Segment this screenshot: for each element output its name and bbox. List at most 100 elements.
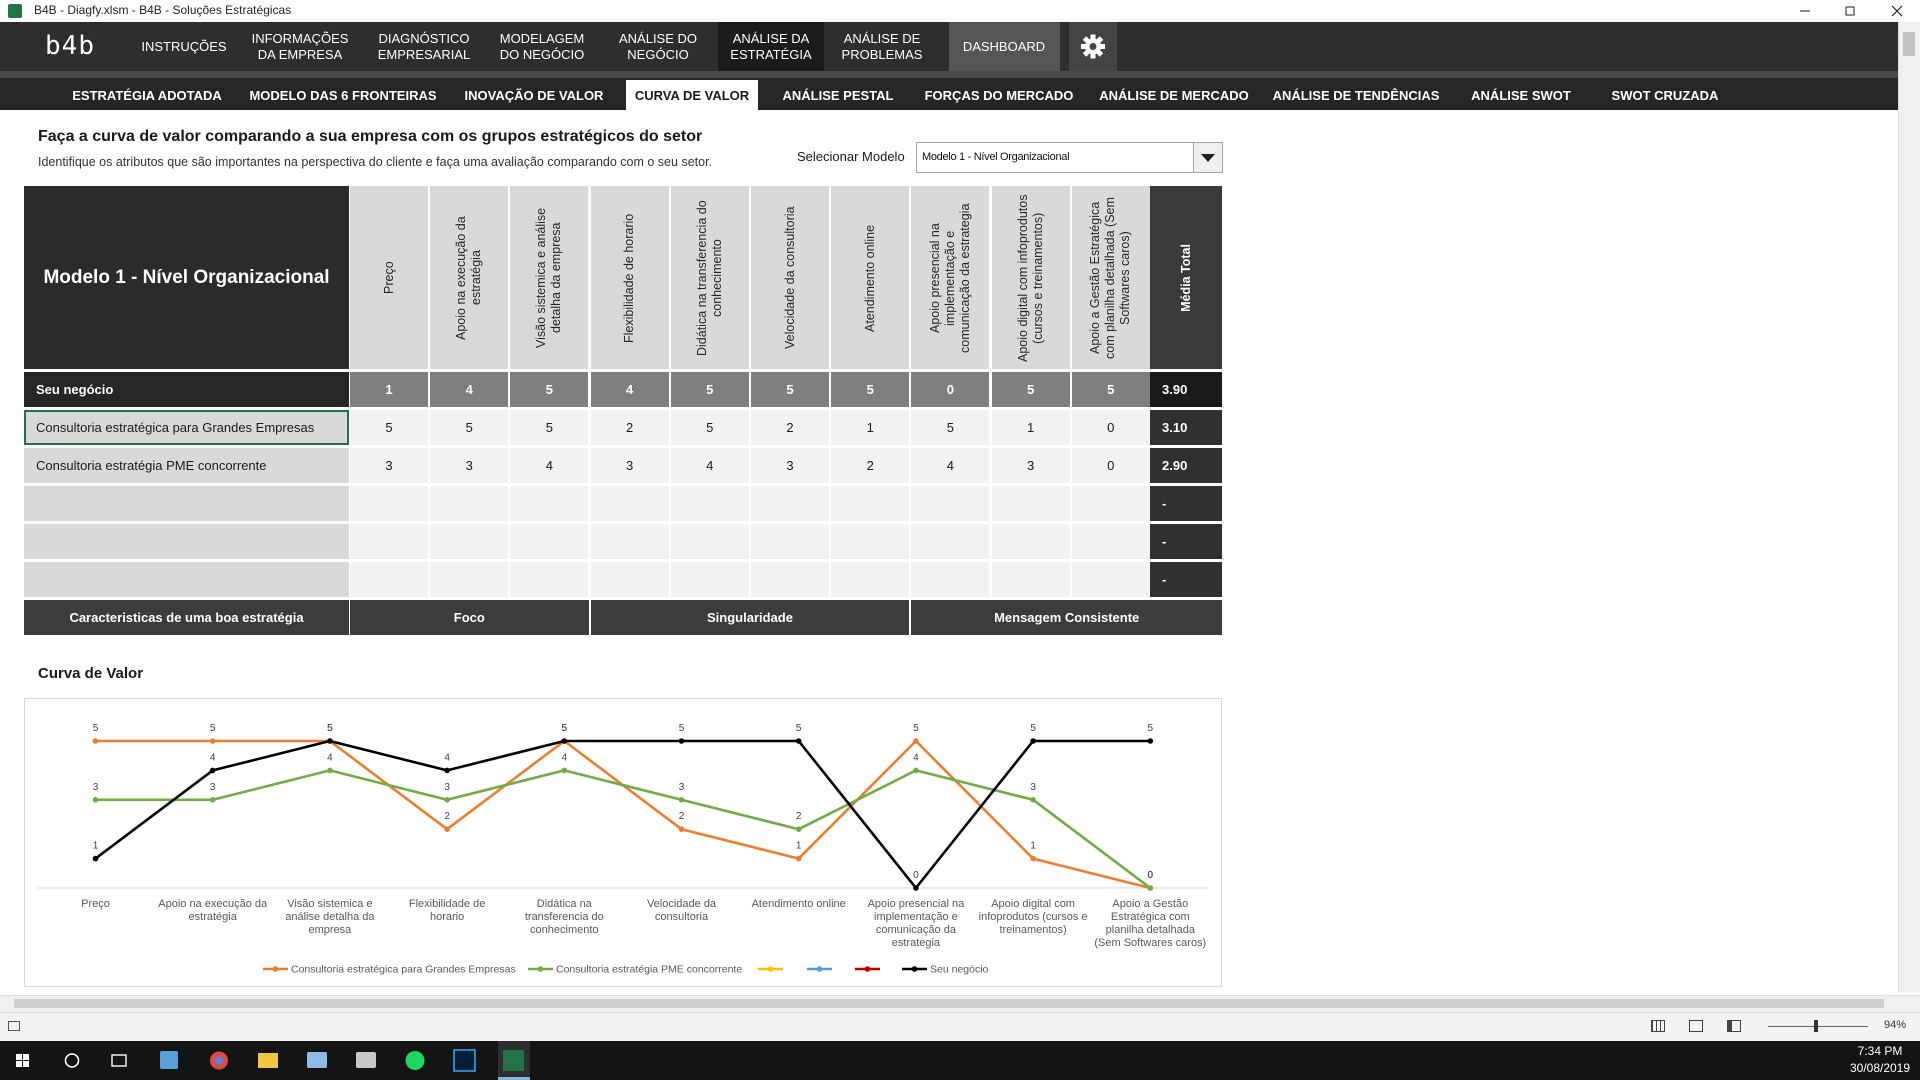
row-label-cell[interactable]: [24, 486, 349, 521]
zoom-slider[interactable]: [1768, 1026, 1868, 1027]
model-dropdown[interactable]: Modelo 1 - Nível Organizacional: [916, 142, 1223, 173]
score-cell[interactable]: [430, 524, 509, 559]
score-cell[interactable]: [831, 524, 910, 559]
nav-item[interactable]: DIAGNÓSTICO EMPRESARIAL: [377, 30, 471, 62]
tab-item[interactable]: SWOT CRUZADA: [1611, 87, 1719, 103]
app-icon[interactable]: [405, 1051, 425, 1070]
score-cell[interactable]: 1: [831, 410, 910, 445]
score-cell[interactable]: [991, 562, 1070, 597]
score-cell[interactable]: [430, 486, 509, 521]
row-label-cell[interactable]: Seu negócio: [24, 372, 349, 407]
score-cell[interactable]: 2: [751, 410, 829, 445]
score-cell[interactable]: 3: [350, 448, 428, 483]
score-cell[interactable]: [670, 524, 749, 559]
tab-item[interactable]: MODELO DAS 6 FRONTEIRAS: [249, 87, 437, 103]
zoom-level[interactable]: 94%: [1884, 1019, 1907, 1031]
tab-item[interactable]: ANÁLISE PESTAL: [782, 87, 894, 103]
score-cell[interactable]: [670, 486, 749, 521]
row-label-cell[interactable]: [24, 562, 349, 597]
tab-item[interactable]: ANÁLISE SWOT: [1471, 87, 1571, 103]
score-cell[interactable]: 4: [590, 372, 669, 407]
window-controls[interactable]: [1780, 0, 1920, 22]
score-cell[interactable]: [510, 562, 589, 597]
score-cell[interactable]: 5: [991, 372, 1070, 407]
score-cell[interactable]: 2: [831, 448, 910, 483]
zoom-thumb[interactable]: [1814, 1020, 1818, 1032]
score-cell[interactable]: 4: [430, 372, 509, 407]
tab-item[interactable]: CURVA DE VALOR: [626, 80, 758, 110]
score-cell[interactable]: [1071, 524, 1150, 559]
nav-item[interactable]: MODELAGEM DO NEGÓCIO: [499, 30, 585, 62]
score-cell[interactable]: 0: [911, 372, 990, 407]
score-cell[interactable]: 5: [670, 410, 749, 445]
score-cell[interactable]: 3: [991, 448, 1070, 483]
nav-item[interactable]: INFORMAÇÕES DA EMPRESA: [251, 30, 349, 62]
app-icon[interactable]: [307, 1052, 327, 1068]
score-cell[interactable]: 0: [1071, 410, 1150, 445]
score-cell[interactable]: 3: [590, 448, 669, 483]
score-cell[interactable]: 5: [350, 410, 428, 445]
app-icon[interactable]: [258, 1053, 278, 1068]
score-cell[interactable]: [350, 524, 428, 559]
gear-button[interactable]: [1069, 22, 1117, 71]
row-label-cell[interactable]: [24, 524, 349, 559]
score-cell[interactable]: 2: [590, 410, 669, 445]
search-button[interactable]: [64, 1053, 80, 1068]
vertical-scrollbar[interactable]: [1898, 22, 1920, 992]
score-cell[interactable]: 4: [911, 448, 990, 483]
start-button[interactable]: [16, 1054, 29, 1067]
score-cell[interactable]: 1: [991, 410, 1070, 445]
tab-item[interactable]: ESTRATÉGIA ADOTADA: [72, 87, 222, 103]
row-label-cell[interactable]: Consultoria estratégica para Grandes Emp…: [24, 410, 349, 445]
score-cell[interactable]: 0: [1071, 448, 1150, 483]
score-cell[interactable]: [831, 562, 910, 597]
score-cell[interactable]: [751, 524, 829, 559]
logo[interactable]: b4b: [45, 31, 95, 61]
nav-item[interactable]: INSTRUÇÕES: [141, 38, 227, 54]
score-cell[interactable]: 5: [911, 410, 990, 445]
score-cell[interactable]: [430, 562, 509, 597]
row-label-cell[interactable]: Consultoria estratégia PME concorrente: [24, 448, 349, 483]
nav-item[interactable]: DASHBOARD: [948, 22, 1060, 71]
close[interactable]: [1891, 5, 1903, 17]
scroll-thumb[interactable]: [1903, 32, 1915, 56]
score-cell[interactable]: [590, 486, 669, 521]
view-normal[interactable]: [1651, 1020, 1665, 1032]
tab-item[interactable]: ANÁLISE DE MERCADO: [1099, 87, 1249, 103]
score-cell[interactable]: [911, 486, 990, 521]
score-cell[interactable]: [590, 524, 669, 559]
tab-item[interactable]: ANÁLISE DE TENDÊNCIAS: [1272, 87, 1440, 103]
dropdown-button[interactable]: [1193, 143, 1222, 172]
score-cell[interactable]: [350, 486, 428, 521]
nav-item[interactable]: ANÁLISE DE PROBLEMAS: [841, 30, 923, 62]
score-cell[interactable]: [991, 486, 1070, 521]
app-icon[interactable]: [503, 1050, 524, 1071]
h-scroll-track[interactable]: [14, 999, 1884, 1008]
score-cell[interactable]: 5: [1071, 372, 1150, 407]
score-cell[interactable]: 3: [751, 448, 829, 483]
score-cell[interactable]: [911, 562, 990, 597]
score-cell[interactable]: 5: [751, 372, 829, 407]
score-cell[interactable]: 5: [670, 372, 749, 407]
score-cell[interactable]: [510, 486, 589, 521]
score-cell[interactable]: [751, 486, 829, 521]
score-cell[interactable]: [350, 562, 428, 597]
score-cell[interactable]: [670, 562, 749, 597]
score-cell[interactable]: [1071, 562, 1150, 597]
view-layout[interactable]: [1689, 1020, 1703, 1032]
score-cell[interactable]: 5: [831, 372, 910, 407]
score-cell[interactable]: 4: [670, 448, 749, 483]
app-icon[interactable]: [356, 1052, 376, 1068]
score-cell[interactable]: [590, 562, 669, 597]
score-cell[interactable]: 5: [430, 410, 509, 445]
score-cell[interactable]: [751, 562, 829, 597]
tab-item[interactable]: INOVAÇÃO DE VALOR: [464, 87, 604, 103]
score-cell[interactable]: [911, 524, 990, 559]
app-icon[interactable]: [453, 1049, 476, 1072]
score-cell[interactable]: 5: [510, 372, 589, 407]
nav-item[interactable]: ANÁLISE DO NEGÓCIO: [618, 30, 698, 62]
app-icon[interactable]: [160, 1051, 178, 1069]
task-view[interactable]: [111, 1054, 127, 1067]
view-page-break[interactable]: [1727, 1020, 1741, 1032]
score-cell[interactable]: [831, 486, 910, 521]
